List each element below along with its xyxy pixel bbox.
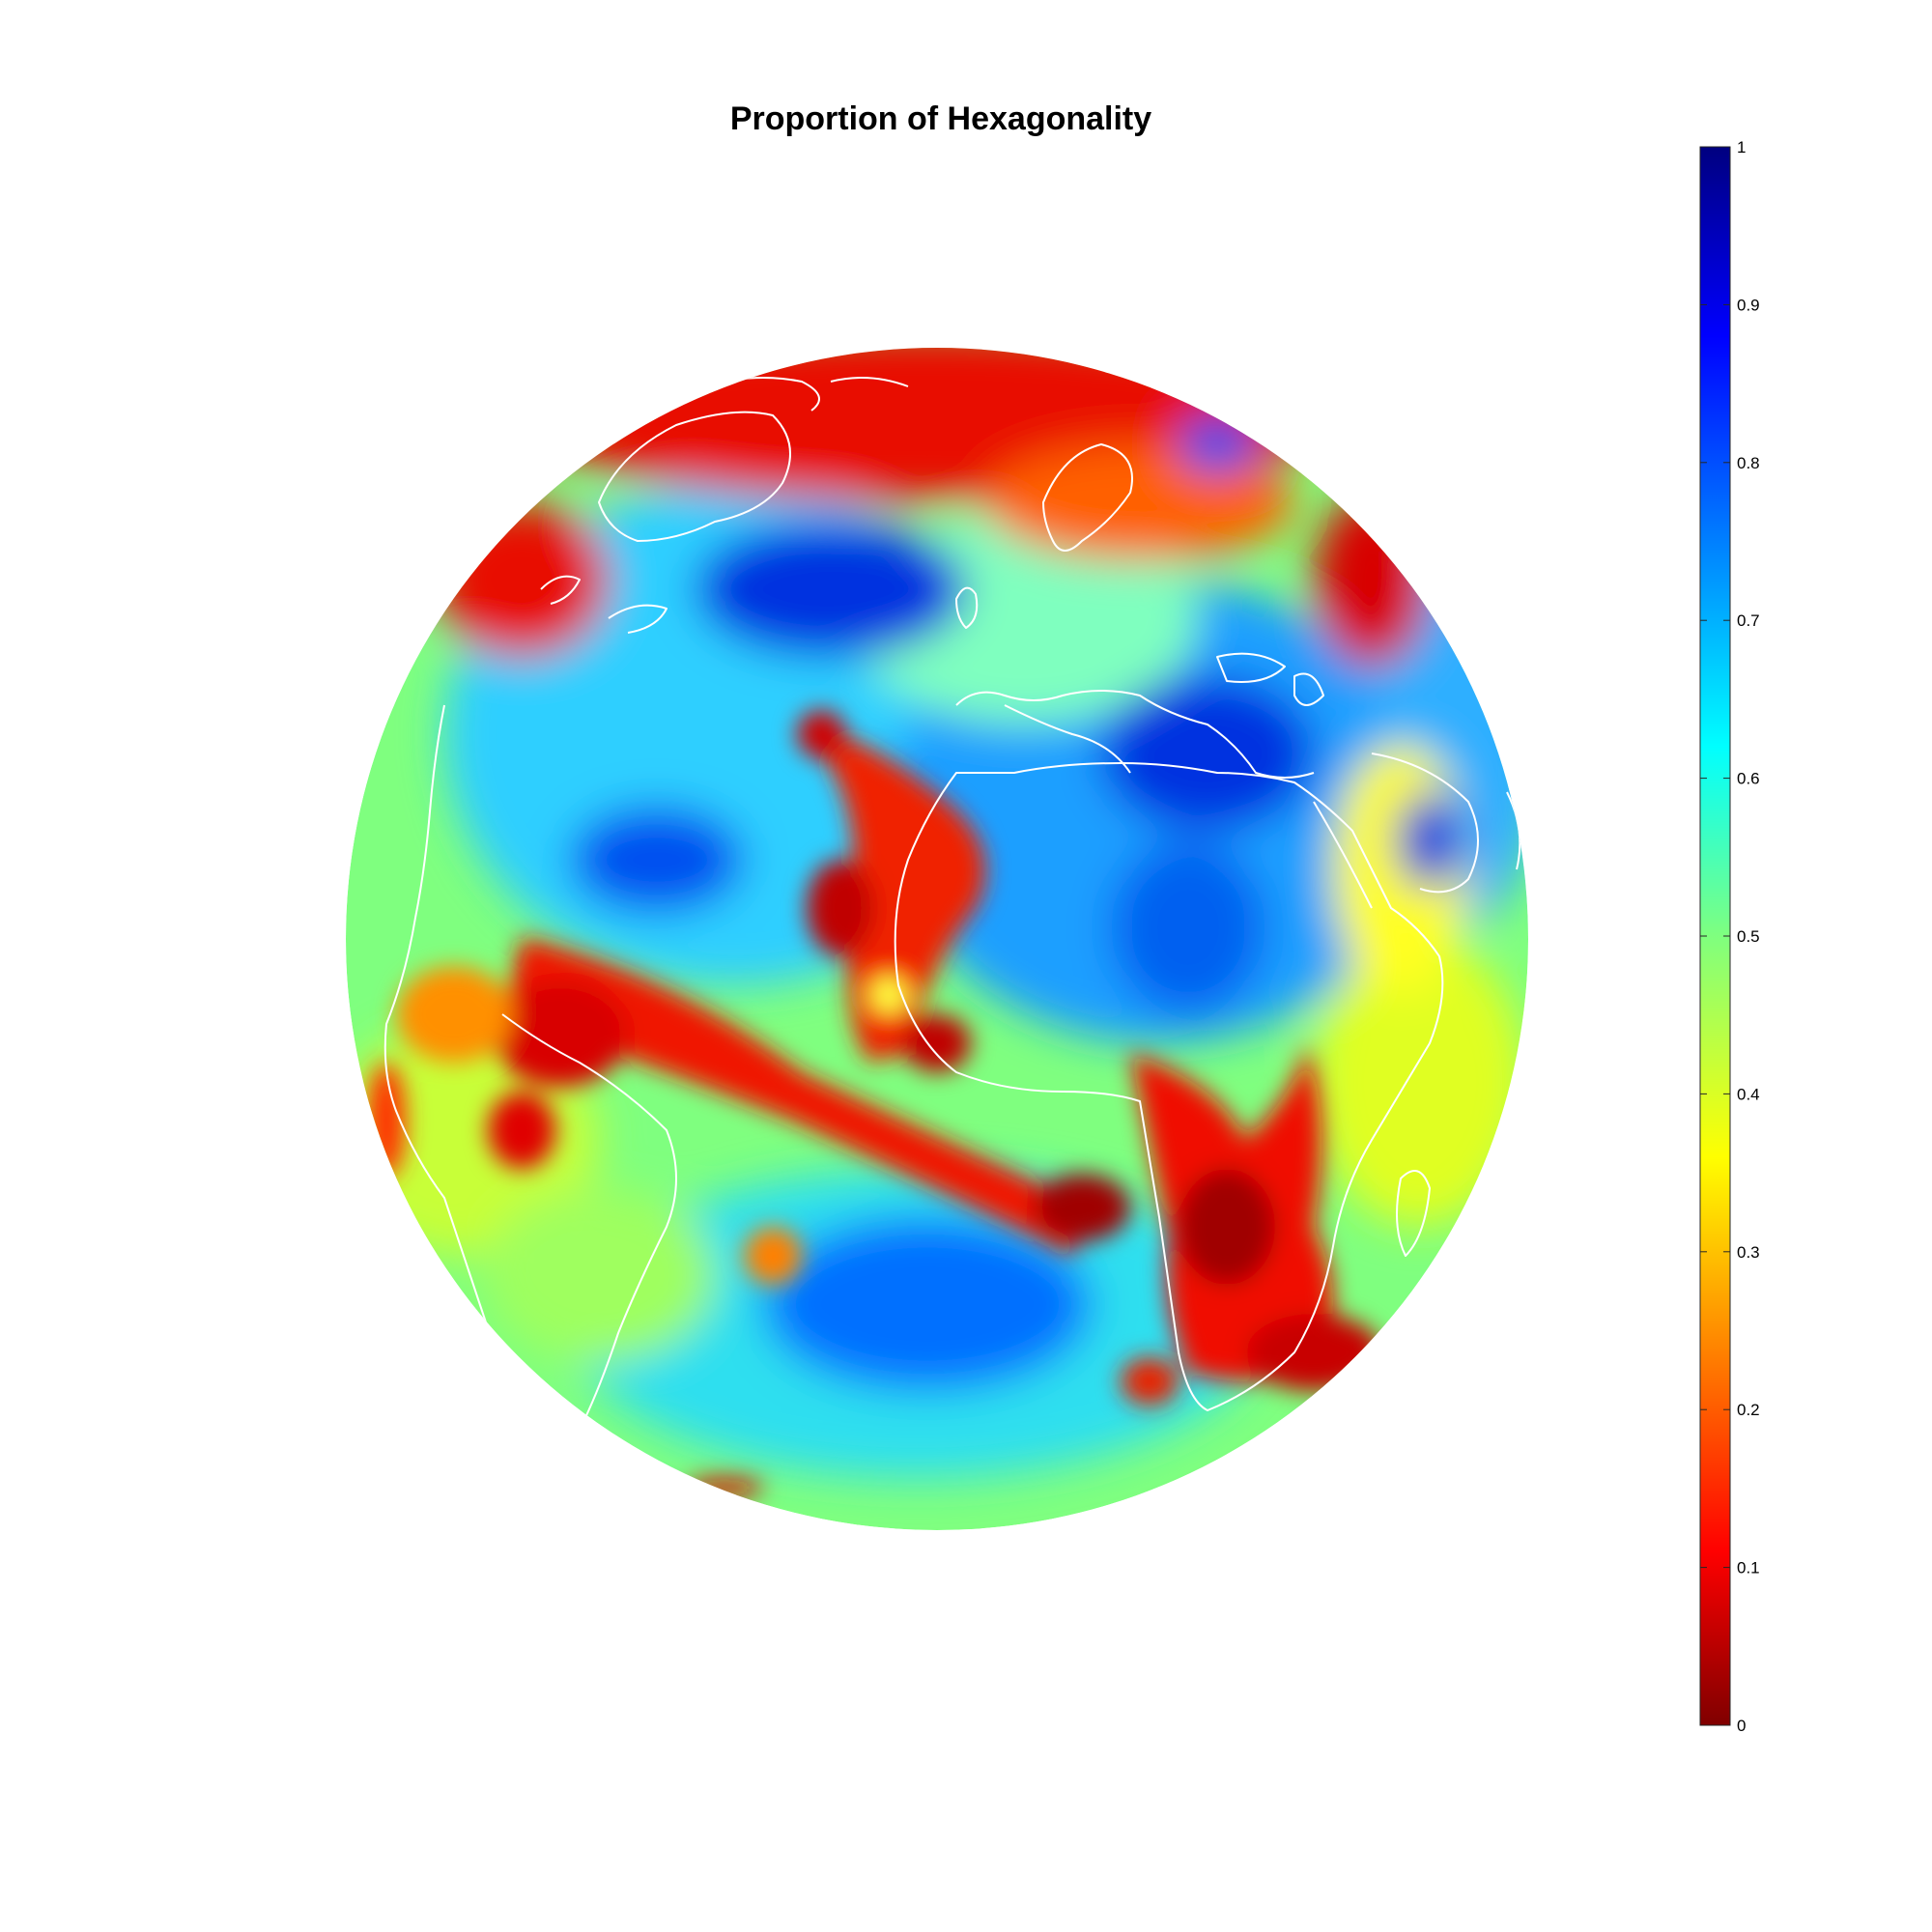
colorbar-tick-label: 0.9 bbox=[1737, 296, 1760, 314]
colorbar-tick-label: 0.7 bbox=[1737, 611, 1760, 630]
coastlines bbox=[384, 377, 1521, 1431]
colorbar-tick-label: 0.4 bbox=[1737, 1085, 1760, 1103]
colorbar-tick-label: 0.2 bbox=[1737, 1401, 1760, 1419]
colorbar-tick-label: 1 bbox=[1737, 138, 1746, 156]
heat-field-red bbox=[367, 710, 1381, 1497]
globe-surface bbox=[346, 348, 1528, 1530]
colorbar-tick-label: 0.5 bbox=[1737, 927, 1760, 946]
chart-title: Proportion of Hexagonality bbox=[729, 100, 1152, 137]
colorbar-tick-label: 0.3 bbox=[1737, 1243, 1760, 1262]
colorbar-tick-label: 0.1 bbox=[1737, 1559, 1760, 1577]
colorbar-tick-label: 0.8 bbox=[1737, 454, 1760, 472]
colorbar-ticks: 0 0.1 0.2 0.3 0.4 0.5 0.6 0.7 0.8 0.9 1 bbox=[1700, 138, 1760, 1735]
colorbar-tick-label: 0 bbox=[1737, 1717, 1746, 1735]
colorbar-tick-label: 0.6 bbox=[1737, 770, 1760, 788]
